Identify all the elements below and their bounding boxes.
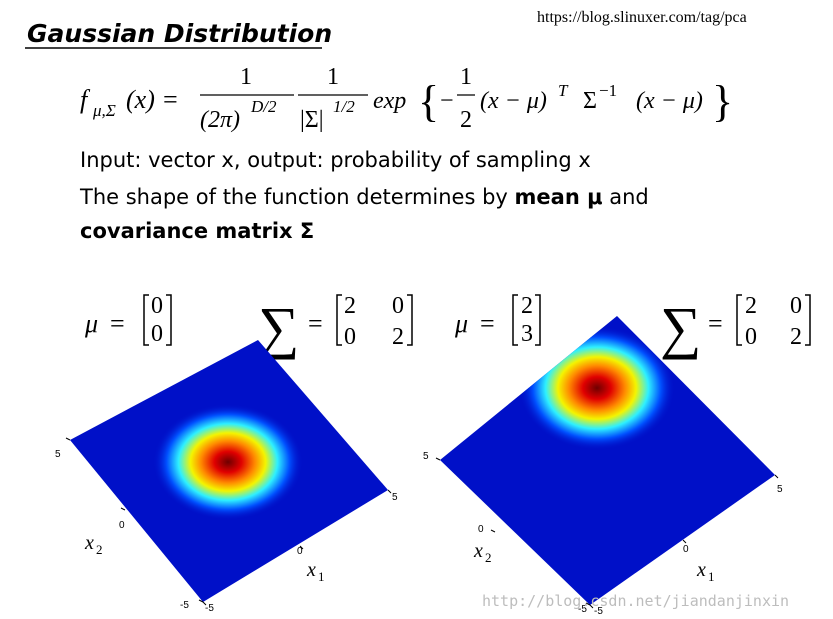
matrix-entry: 0 (392, 293, 404, 319)
surface (440, 316, 775, 605)
sigma-matrix: ∑ = 2 0 0 2 (258, 293, 413, 360)
tick-marks (435, 457, 779, 609)
formula-part: − (440, 88, 454, 114)
axis-label: x (306, 559, 316, 581)
matrix-entry: 2 (344, 293, 356, 319)
bracket (736, 294, 811, 346)
body-line: covariance matrix Σ (80, 219, 314, 243)
tick-label: 5 (423, 451, 429, 462)
mu-vector: μ = 0 0 (84, 293, 172, 347)
formula-part: f (80, 85, 91, 114)
equals: = (708, 309, 723, 338)
equals: = (480, 309, 495, 338)
tick-label: -5 (578, 604, 587, 615)
bracket (143, 294, 172, 346)
body-text: The shape of the function determines by (79, 185, 515, 209)
tick-label: 0 (297, 546, 303, 557)
sigma-matrix: ∑ = 2 0 0 2 (660, 293, 811, 360)
formula-part: T (558, 81, 569, 100)
plot: μ = 0 0 ∑ = 2 0 0 2 5 0 -5 -5 0 5 x 2 x … (55, 293, 413, 614)
body-line: Input: vector x, output: probability of … (80, 148, 591, 172)
tick-label: 5 (392, 492, 398, 503)
formula-part: 1 (327, 64, 339, 90)
formula-part: } (712, 77, 733, 126)
mu-value: 2 (521, 293, 533, 319)
matrix-entry: 2 (790, 324, 802, 350)
formula-part: exp (373, 88, 406, 114)
matrix-entry: 2 (392, 324, 404, 350)
tick-label: -5 (205, 603, 214, 614)
axis-label: x (473, 540, 483, 562)
mu-value: 0 (151, 293, 163, 319)
formula-part: D/2 (250, 97, 277, 116)
formula-part: Σ (583, 88, 597, 114)
formula-part: 2 (460, 107, 472, 133)
peak (519, 326, 675, 450)
sigma-symbol: ∑ (660, 295, 701, 360)
formula-part: { (418, 77, 439, 126)
tick-marks (65, 437, 392, 606)
axis-label: x (696, 559, 706, 581)
formula-part: (x − μ) (480, 88, 547, 114)
formula-part: 1 (460, 64, 472, 90)
mu-value: 0 (151, 321, 163, 347)
watermark: http://blog.csdn.net/jiandanjinxin (482, 592, 789, 610)
formula-part: (2π) (200, 107, 240, 133)
body-bold: mean μ (515, 185, 603, 209)
mu-symbol: μ (454, 309, 468, 338)
peak (153, 404, 303, 520)
body-text: and (603, 185, 649, 209)
body-line: The shape of the function determines by … (79, 185, 649, 209)
formula-part: 1/2 (333, 97, 355, 116)
matrix-entry: 0 (745, 324, 757, 350)
formula-part: (x) = (126, 85, 179, 114)
axis-sub: 1 (318, 569, 325, 584)
tick-label: -5 (180, 600, 189, 611)
tick-label: 0 (119, 520, 125, 531)
equals: = (308, 309, 323, 338)
tick-label: 0 (683, 544, 689, 555)
plot: μ = 2 3 ∑ = 2 0 0 2 5 0 -5 -5 0 5 x 2 x … (423, 293, 811, 617)
axis-sub: 2 (96, 542, 103, 557)
formula-part: (x − μ) (636, 88, 703, 114)
mu-vector: μ = 2 3 (454, 293, 541, 347)
formula-part: −1 (599, 81, 617, 100)
equals: = (110, 309, 125, 338)
tick-label: 0 (478, 524, 484, 535)
formula-part: |Σ| (300, 107, 324, 133)
title: Gaussian Distribution (27, 19, 332, 48)
bracket (336, 294, 413, 346)
tick-label: 5 (777, 484, 783, 495)
tick-label: -5 (594, 606, 603, 617)
bracket (512, 294, 541, 346)
matrix-entry: 2 (745, 293, 757, 319)
formula: f μ,Σ (x) = 1 (2π) D/2 1 |Σ| 1/2 exp { −… (80, 64, 733, 133)
axis-sub: 1 (708, 569, 715, 584)
mu-symbol: μ (84, 309, 98, 338)
matrix-entry: 0 (344, 324, 356, 350)
matrix-entry: 0 (790, 293, 802, 319)
mu-value: 3 (521, 321, 533, 347)
axis-label: x (84, 532, 94, 554)
formula-part: 1 (240, 64, 252, 90)
axis-sub: 2 (485, 550, 492, 565)
source-url: https://blog.slinuxer.com/tag/pca (537, 9, 747, 26)
tick-label: 5 (55, 449, 61, 460)
formula-part: μ,Σ (92, 101, 116, 120)
